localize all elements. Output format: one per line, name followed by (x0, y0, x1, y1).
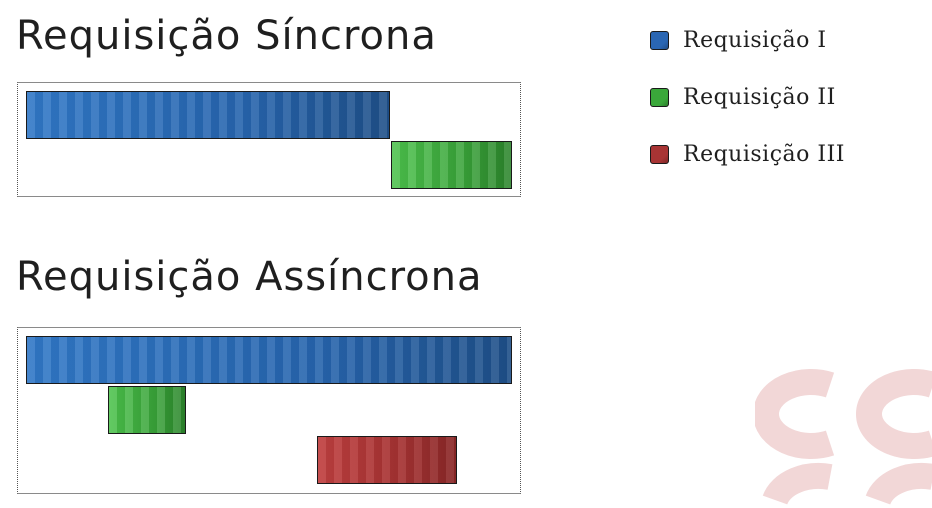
legend-label: Requisição I (683, 27, 827, 53)
bar-async-requisicao-3 (316, 436, 457, 484)
legend-label: Requisição II (683, 84, 836, 110)
title-async: Requisição Assíncrona (16, 254, 483, 300)
bar-sync-requisicao-1 (26, 91, 390, 139)
legend-item-requisicao-2: Requisição II (650, 83, 845, 111)
legend-swatch-blue (650, 30, 669, 50)
legend-swatch-red (650, 144, 669, 164)
bar-async-requisicao-1 (26, 336, 512, 384)
bar-async-requisicao-2 (107, 386, 187, 434)
watermark-logo (755, 369, 932, 506)
timeline-async (17, 327, 521, 494)
bar-sync-requisicao-2 (391, 141, 512, 189)
legend: Requisição I Requisição II Requisição II… (650, 26, 845, 197)
legend-item-requisicao-3: Requisição III (650, 140, 845, 168)
legend-item-requisicao-1: Requisição I (650, 26, 845, 54)
legend-swatch-green (650, 87, 669, 107)
title-sync: Requisição Síncrona (16, 13, 437, 59)
timeline-sync (17, 82, 521, 197)
legend-label: Requisição III (683, 141, 845, 167)
